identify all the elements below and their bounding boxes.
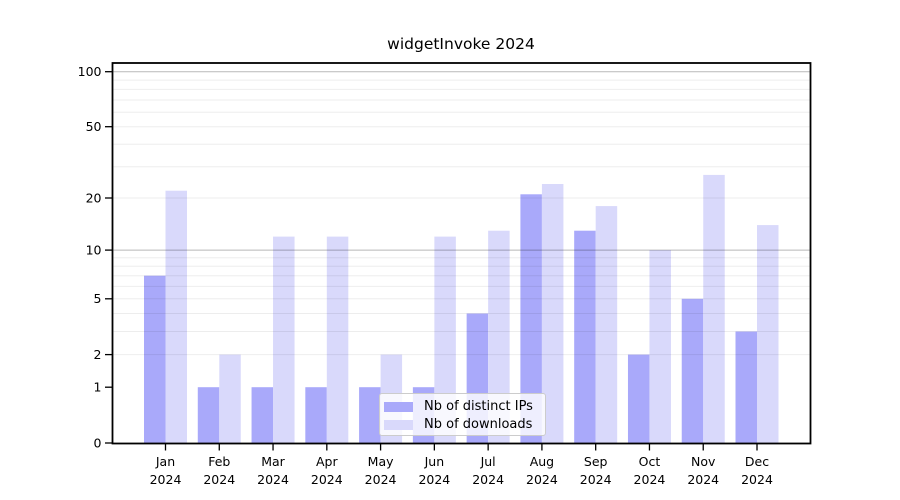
bar-downloads [703, 174, 725, 444]
x-tick-label-year: 2024 [203, 472, 235, 487]
x-tick-label-month: Feb [208, 454, 230, 469]
x-tick-label-month: Apr [316, 454, 338, 469]
x-tick-label-month: Nov [691, 454, 716, 469]
bar-distinct-ips [681, 298, 704, 444]
x-tick-label-month: Jul [480, 454, 496, 469]
x-tick-label-month: Jun [424, 454, 445, 469]
bar-distinct-ips [197, 387, 220, 444]
bar-distinct-ips [305, 387, 327, 444]
legend-label-downloads: Nb of downloads [424, 417, 533, 432]
legend-swatch-downloads [384, 419, 413, 430]
legend-item-distinct-ips: Nb of distinct IPs [384, 398, 539, 415]
legend-swatch-distinct-ips [384, 401, 413, 412]
x-tick-label-month: Jan [155, 454, 175, 469]
x-tick-label-month: Oct [639, 454, 661, 469]
y-tick-label: 1 [94, 380, 102, 395]
axes-box [111, 62, 812, 445]
bar-downloads [273, 236, 295, 444]
y-tick-label: 10 [86, 243, 102, 258]
x-tick-label-month: Dec [745, 454, 769, 469]
x-tick-label-month: Mar [261, 454, 285, 469]
y-tick-label: 100 [78, 64, 102, 79]
chart-title: widgetInvoke 2024 [387, 35, 535, 53]
x-tick-label-year: 2024 [472, 472, 504, 487]
bar-downloads [165, 190, 187, 444]
bar-downloads [649, 250, 671, 444]
bar-downloads [757, 225, 779, 444]
y-tick-label: 5 [94, 291, 102, 306]
x-tick-label-year: 2024 [741, 472, 773, 487]
x-tick-label-month: Sep [584, 454, 608, 469]
x-tick-label-year: 2024 [257, 472, 289, 487]
x-tick-label-year: 2024 [150, 472, 182, 487]
legend-label-distinct-ips: Nb of distinct IPs [424, 399, 533, 414]
y-tick-label: 50 [86, 119, 102, 134]
bar-distinct-ips [520, 194, 542, 444]
x-tick-label-year: 2024 [418, 472, 450, 487]
y-tick-label: 0 [94, 435, 102, 450]
x-tick-label-year: 2024 [311, 472, 343, 487]
bar-distinct-ips [359, 387, 381, 444]
bar-distinct-ips [627, 354, 650, 444]
legend: Nb of distinct IPs Nb of downloads [379, 393, 546, 436]
x-tick-label-year: 2024 [687, 472, 719, 487]
bar-distinct-ips [735, 331, 758, 444]
bar-downloads [488, 230, 510, 444]
y-tick-label: 20 [86, 190, 102, 205]
legend-item-downloads: Nb of downloads [384, 416, 539, 433]
x-tick-label-year: 2024 [526, 472, 558, 487]
bar-downloads [326, 236, 349, 444]
x-tick-label-year: 2024 [580, 472, 612, 487]
bar-distinct-ips [144, 275, 166, 444]
x-tick-label-month: May [368, 454, 394, 469]
bar-downloads [219, 354, 241, 444]
x-tick-label-year: 2024 [634, 472, 666, 487]
y-tick-label: 2 [94, 347, 102, 362]
x-tick-label-month: Aug [530, 454, 554, 469]
bar-downloads [541, 184, 564, 444]
bar-distinct-ips [574, 230, 596, 444]
bar-distinct-ips [251, 387, 274, 444]
bar-downloads [595, 206, 618, 444]
bar-downloads [434, 236, 456, 444]
x-tick-label-year: 2024 [365, 472, 397, 487]
